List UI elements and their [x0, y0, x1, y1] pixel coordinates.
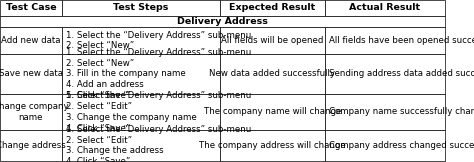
Text: 1. Select the “Delivery Address” sub-menu
2. Select “New”: 1. Select the “Delivery Address” sub-men… [66, 31, 251, 50]
Text: 1. Select the “Delivery Address” sub-menu
2. Select “Edit”
3. Change the company: 1. Select the “Delivery Address” sub-men… [66, 91, 251, 133]
Bar [0, 16, 445, 27]
Text: Actual Result: Actual Result [349, 3, 420, 12]
Bar [62, 54, 220, 94]
Text: Test Steps: Test Steps [113, 3, 169, 12]
Bar [325, 27, 445, 54]
Text: Test Case: Test Case [6, 3, 56, 12]
Bar [0, 0, 62, 16]
Bar [325, 94, 445, 130]
Bar [220, 130, 325, 161]
Bar [220, 0, 325, 16]
Bar [62, 0, 220, 16]
Bar [0, 94, 62, 130]
Bar [325, 0, 445, 16]
Bar [62, 94, 220, 130]
Bar [220, 94, 325, 130]
Text: All fields have been opened successfully: All fields have been opened successfully [329, 36, 474, 45]
Text: Expected Result: Expected Result [229, 3, 316, 12]
Text: All fields will be opened: All fields will be opened [221, 36, 324, 45]
Text: Add new data: Add new data [1, 36, 61, 45]
Bar [0, 130, 62, 161]
Bar [220, 54, 325, 94]
Bar [325, 54, 445, 94]
Bar [62, 27, 220, 54]
Text: The company name will change: The company name will change [204, 108, 341, 116]
Bar [62, 130, 220, 161]
Bar [325, 130, 445, 161]
Text: New data added successfully: New data added successfully [210, 69, 336, 79]
Text: Delivery Address: Delivery Address [177, 17, 268, 26]
Text: 1. Select the “Delivery Address” sub-menu
2. Select “Edit”
3. Change the address: 1. Select the “Delivery Address” sub-men… [66, 125, 251, 162]
Text: Change address: Change address [0, 141, 66, 150]
Text: Sending address data added successfully: Sending address data added successfully [329, 69, 474, 79]
Bar [0, 27, 62, 54]
Bar [0, 54, 62, 94]
Text: Company address changed successfully: Company address changed successfully [329, 141, 474, 150]
Text: 1. Select the “Delivery Address” sub-menu
2. Select “New”
3. Fill in the company: 1. Select the “Delivery Address” sub-men… [66, 48, 251, 100]
Text: Save new data: Save new data [0, 69, 63, 79]
Bar [220, 27, 325, 54]
Text: Company name successfully changed: Company name successfully changed [329, 108, 474, 116]
Text: The company address will change: The company address will change [199, 141, 346, 150]
Text: Change company
name: Change company name [0, 102, 69, 122]
